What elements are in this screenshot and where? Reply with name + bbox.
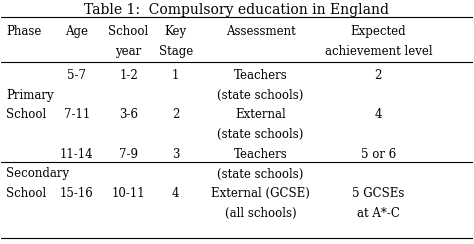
Text: 7-11: 7-11 (64, 108, 90, 121)
Text: achievement level: achievement level (325, 45, 432, 58)
Text: Age: Age (65, 25, 88, 38)
Text: (state schools): (state schools) (218, 89, 304, 102)
Text: 3: 3 (172, 148, 180, 161)
Text: 15-16: 15-16 (60, 187, 94, 200)
Text: 2: 2 (374, 69, 382, 82)
Text: 3-6: 3-6 (119, 108, 138, 121)
Text: 7-9: 7-9 (119, 148, 138, 161)
Text: 4: 4 (374, 108, 382, 121)
Text: 10-11: 10-11 (112, 187, 146, 200)
Text: year: year (116, 45, 142, 58)
Text: (state schools): (state schools) (218, 128, 304, 141)
Text: 2: 2 (172, 108, 180, 121)
Text: School: School (6, 187, 46, 200)
Text: (state schools): (state schools) (218, 167, 304, 181)
Text: Teachers: Teachers (234, 148, 287, 161)
Text: 1-2: 1-2 (119, 69, 138, 82)
Text: (all schools): (all schools) (225, 207, 296, 220)
Text: at A*-C: at A*-C (357, 207, 400, 220)
Text: Table 1:  Compulsory education in England: Table 1: Compulsory education in England (84, 3, 390, 17)
Text: 1: 1 (172, 69, 180, 82)
Text: School: School (6, 108, 46, 121)
Text: 5 GCSEs: 5 GCSEs (352, 187, 404, 200)
Text: 5-7: 5-7 (67, 69, 86, 82)
Text: Expected: Expected (351, 25, 406, 38)
Text: Secondary: Secondary (6, 167, 69, 181)
Text: External: External (235, 108, 286, 121)
Text: School: School (109, 25, 149, 38)
Text: Stage: Stage (159, 45, 193, 58)
Text: Primary: Primary (6, 89, 54, 102)
Text: Teachers: Teachers (234, 69, 287, 82)
Text: Phase: Phase (6, 25, 42, 38)
Text: 4: 4 (172, 187, 180, 200)
Text: Key: Key (164, 25, 187, 38)
Text: External (GCSE): External (GCSE) (211, 187, 310, 200)
Text: Assessment: Assessment (226, 25, 295, 38)
Text: 5 or 6: 5 or 6 (361, 148, 396, 161)
Text: 11-14: 11-14 (60, 148, 93, 161)
